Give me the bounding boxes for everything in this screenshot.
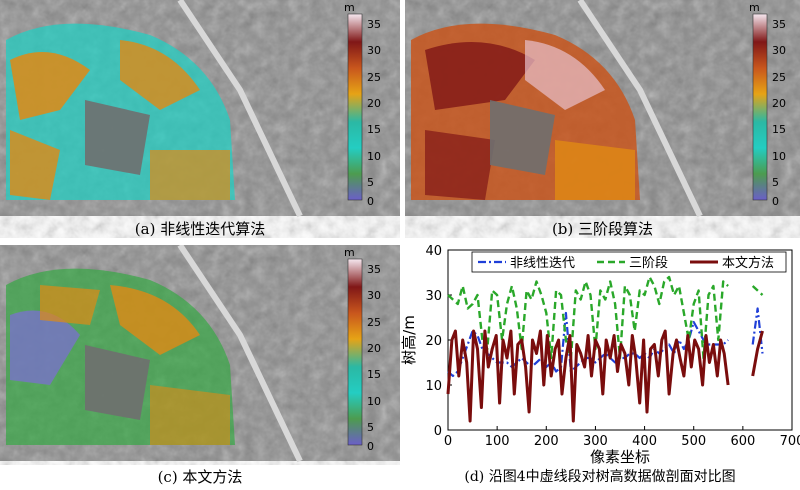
panel-c: m 35 30 25 20 15 10 5 0 (c) 本文方法	[0, 243, 400, 490]
x-axis-label: 像素坐标	[590, 448, 650, 466]
panel-d: 0 100 200 300 400 500 600 700 0 10 20 30 40 像素坐标 树高/m 非…	[400, 240, 800, 490]
x-tick-label: 100	[485, 434, 510, 449]
y-tick-label: 10	[425, 379, 442, 394]
series-line-2	[751, 285, 764, 296]
colorbar-tick: 5	[772, 176, 779, 189]
caption-a: (a) 非线性迭代算法	[134, 220, 266, 238]
colorbar-tick: 10	[367, 150, 381, 163]
series-line-1	[447, 311, 729, 378]
x-tick-label: 700	[780, 434, 800, 449]
y-tick-label: 20	[425, 334, 442, 349]
colorbar-tick: 35	[367, 263, 381, 276]
colorbar-tick: 35	[367, 18, 381, 31]
caption-b: (b) 三阶段算法	[551, 220, 654, 238]
colorbar-tick: 15	[367, 368, 381, 381]
colorbar-tick: 25	[367, 316, 381, 329]
series-line-3	[446, 329, 730, 423]
colorbar-unit-a: m	[344, 1, 355, 14]
panel-b: m 35 30 25 20 15 10 5 0 (b) 三阶段算法	[405, 0, 800, 240]
colorbar-tick: 30	[367, 289, 381, 302]
x-tick-label: 500	[681, 434, 706, 449]
colorbar-tick: 35	[772, 18, 786, 31]
colorbar-tick: 10	[772, 150, 786, 163]
colorbar-tick: 0	[367, 195, 374, 208]
y-axis-label: 树高/m	[400, 315, 418, 365]
caption-c: (c) 本文方法	[157, 468, 243, 486]
x-tick-label: 0	[444, 434, 452, 449]
colorbar-tick: 15	[772, 123, 786, 136]
map-a	[0, 0, 400, 218]
legend	[471, 251, 787, 273]
colorbar-unit-b: m	[749, 1, 760, 14]
colorbar-tick: 25	[367, 71, 381, 84]
legend-label: 三阶段	[629, 256, 668, 271]
colorbar-tick: 15	[367, 123, 381, 136]
map-b	[405, 0, 800, 218]
colorbar-tick: 30	[772, 44, 786, 57]
profile-chart: 0 100 200 300 400 500 600 700 0 10 20 30 40 像素坐标 树高/m 非…	[400, 244, 800, 466]
colorbar-tick: 5	[367, 176, 374, 189]
x-tick-label: 600	[730, 434, 755, 449]
y-tick-label: 30	[425, 289, 442, 304]
y-tick-label: 40	[425, 244, 442, 259]
y-tick-label: 0	[434, 424, 442, 439]
x-tick-label: 200	[534, 434, 559, 449]
colorbar-tick: 20	[367, 342, 381, 355]
map-c	[0, 243, 400, 463]
x-tick-label: 400	[632, 434, 657, 449]
legend-label: 非线性迭代	[510, 256, 575, 271]
x-tick-label: 300	[583, 434, 608, 449]
colorbar-tick: 0	[367, 440, 374, 453]
colorbar-tick: 20	[367, 97, 381, 110]
colorbar-tick: 30	[367, 44, 381, 57]
series-line-2	[447, 275, 729, 360]
colorbar-tick: 20	[772, 97, 786, 110]
caption-d: (d) 沿图4中虚线段对树高数据做剖面对比图	[464, 469, 736, 485]
plot-frame	[447, 249, 793, 431]
colorbar-unit-c: m	[344, 246, 355, 259]
colorbar-tick: 5	[367, 421, 374, 434]
colorbar-tick: 0	[772, 195, 779, 208]
panel-a: m 35 30 25 20 15 10 5 0 (a) 非线性迭代算法	[0, 0, 400, 240]
series-line-3	[751, 330, 764, 377]
legend-label: 本文方法	[722, 255, 774, 271]
colorbar-tick: 25	[772, 71, 786, 84]
colorbar-tick: 10	[367, 395, 381, 408]
